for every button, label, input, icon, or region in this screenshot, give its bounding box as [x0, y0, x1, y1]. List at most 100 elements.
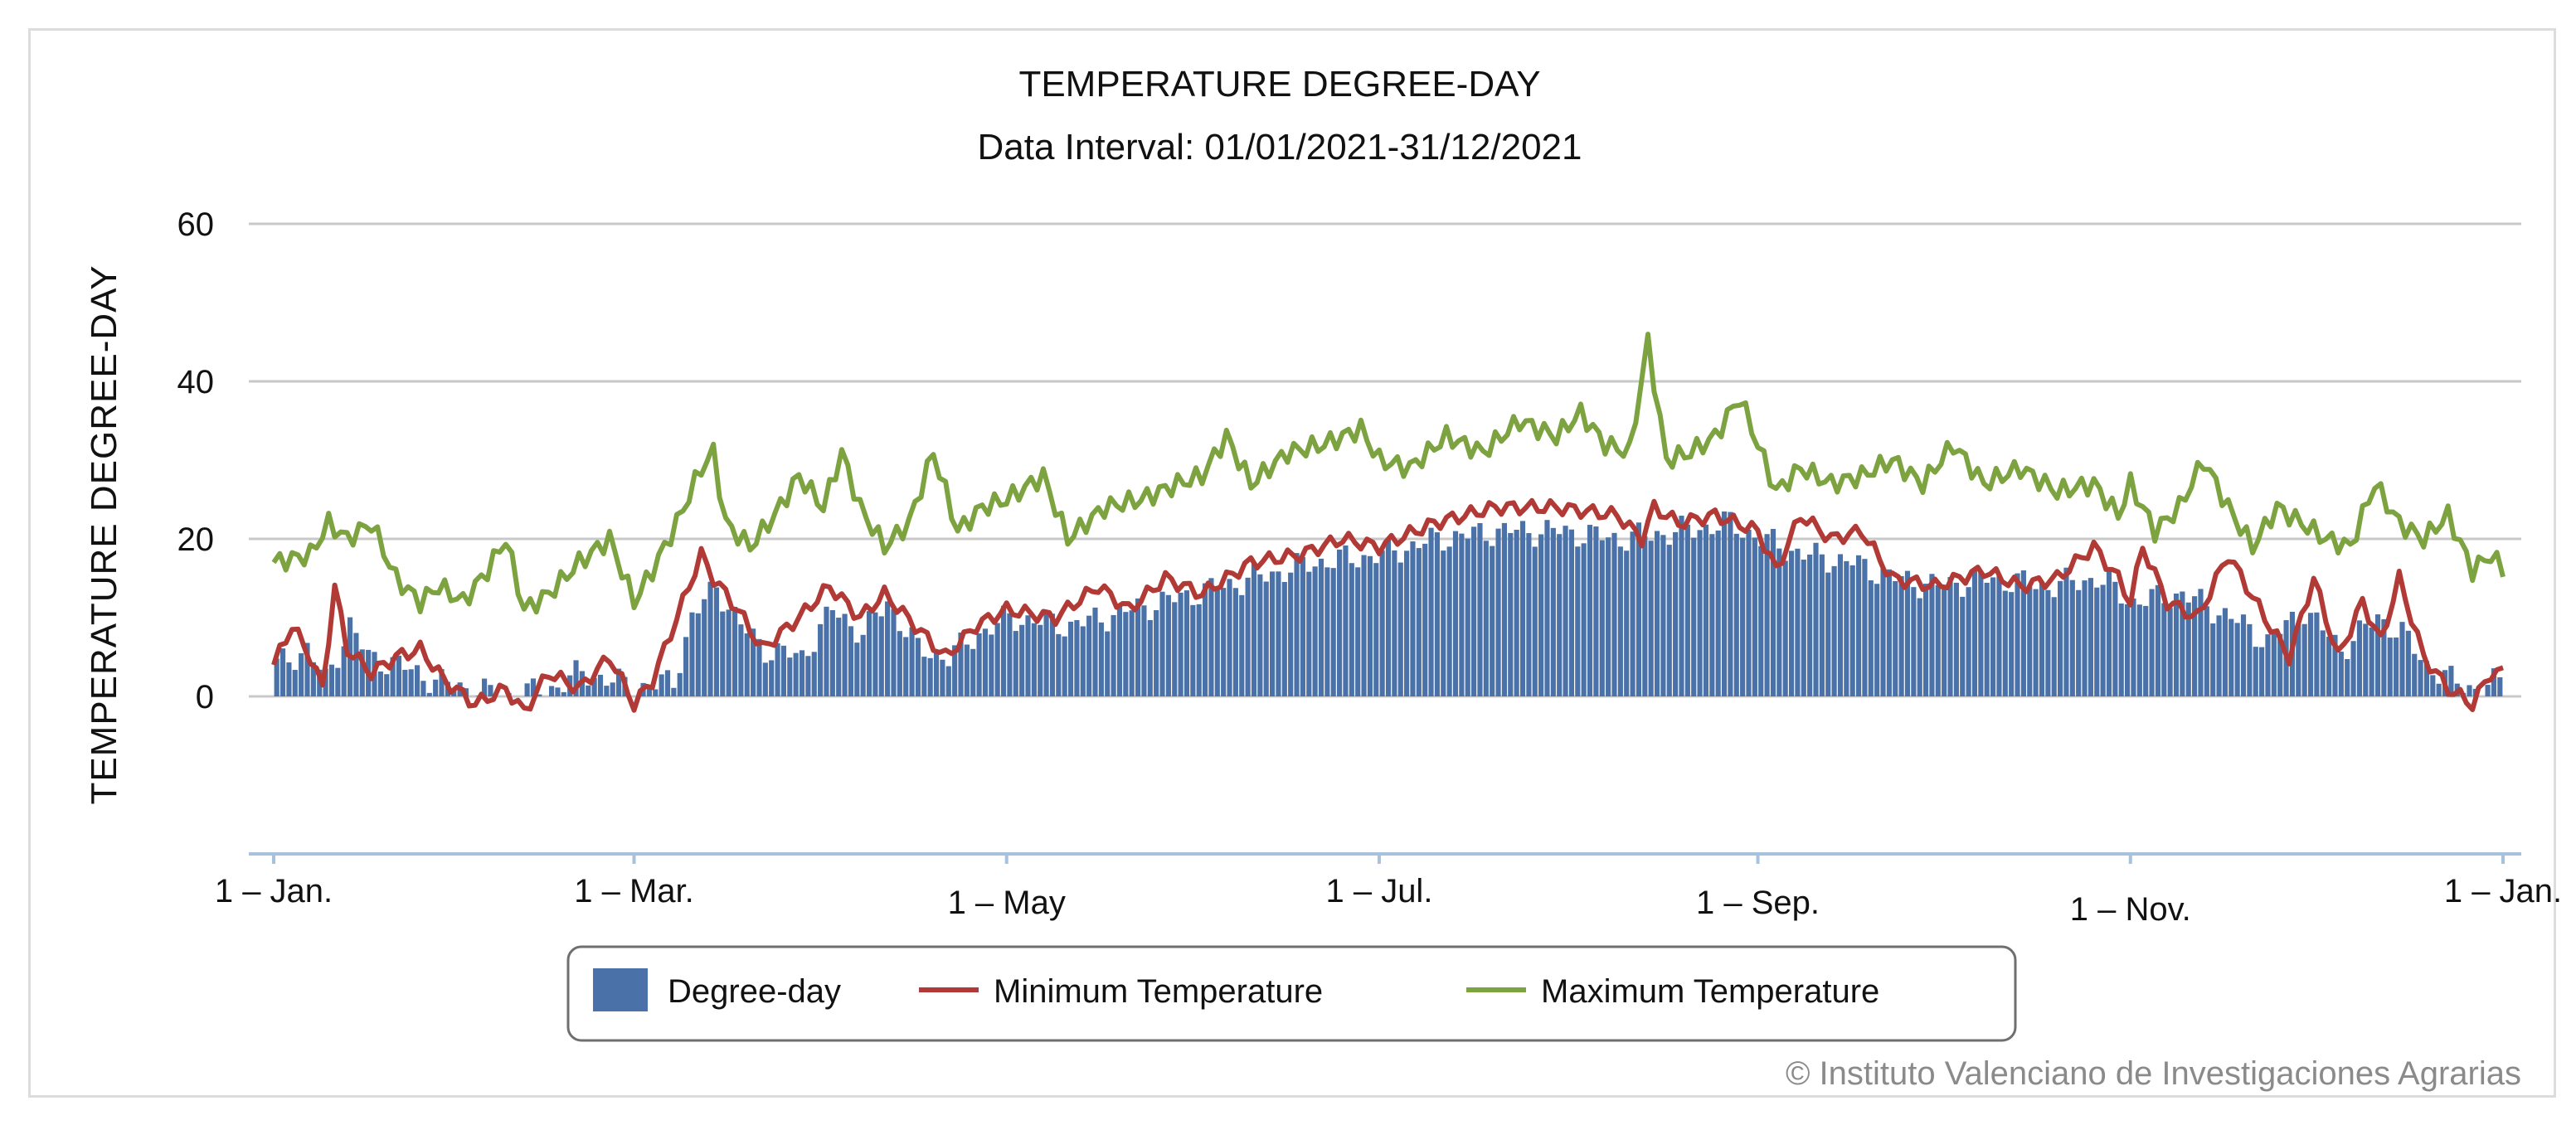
degree-day-bar	[1343, 545, 1349, 696]
degree-day-bar	[1318, 558, 1324, 696]
degree-day-bar	[1679, 516, 1684, 696]
degree-day-bar	[1227, 579, 1232, 696]
degree-day-bar	[677, 672, 683, 696]
degree-day-bar	[310, 662, 316, 696]
degree-day-bar	[573, 660, 579, 696]
degree-day-bar	[970, 648, 976, 696]
degree-day-bar	[286, 662, 292, 696]
degree-day-bar	[659, 674, 664, 696]
degree-day-bar	[646, 686, 652, 696]
degree-day-bar	[1349, 563, 1354, 696]
degree-day-bar	[439, 669, 445, 696]
degree-day-bar	[1330, 568, 1336, 696]
degree-day-bar	[2234, 623, 2240, 696]
degree-day-bar	[1740, 537, 1746, 696]
degree-day-bar	[2387, 638, 2393, 696]
legend: Degree-day Minimum Temperature Maximum T…	[566, 945, 2017, 1042]
degree-day-bar	[989, 634, 994, 696]
degree-day-bar	[2374, 614, 2381, 696]
degree-day-bar	[707, 581, 713, 696]
degree-day-bar	[1019, 624, 1025, 696]
degree-day-bar	[2020, 570, 2026, 696]
degree-day-bar	[1074, 619, 1080, 696]
degree-day-bar	[1490, 546, 1495, 696]
degree-day-bar	[848, 626, 854, 696]
degree-day-bar	[1159, 591, 1165, 696]
degree-day-bar	[2265, 634, 2271, 696]
degree-day-bar	[2180, 591, 2185, 696]
degree-day-bar	[1893, 580, 1898, 696]
degree-day-bar	[1728, 512, 1733, 696]
y-axis-label: TEMPERATURE DEGREE-DAY	[84, 264, 124, 804]
y-tick-label: 20	[177, 521, 215, 558]
degree-day-bar	[2418, 660, 2423, 696]
degree-day-bar	[940, 659, 945, 696]
degree-day-bar	[1575, 546, 1581, 696]
degree-day-bar	[2436, 683, 2442, 696]
degree-day-bar	[2448, 666, 2454, 696]
degree-day-bar	[921, 657, 927, 696]
y-tick-labels: 0 20 40 60	[177, 206, 215, 715]
degree-day-bar	[2088, 578, 2093, 696]
degree-day-bar	[872, 612, 878, 696]
degree-day-bar	[586, 685, 591, 696]
degree-day-bar	[799, 650, 805, 696]
degree-day-bar	[1465, 538, 1470, 696]
degree-day-bar	[1098, 622, 1104, 696]
degree-day-bar	[1880, 569, 1886, 696]
degree-day-bar	[1538, 534, 1544, 696]
degree-day-bar	[1062, 636, 1067, 696]
degree-day-bar	[2094, 587, 2100, 696]
degree-day-bar	[909, 627, 915, 696]
degree-day-bar	[488, 685, 493, 696]
degree-day-bar	[818, 623, 824, 696]
degree-day-bar	[1397, 562, 1403, 696]
x-tick-label: 1 – Jan.	[215, 873, 333, 909]
degree-day-bar	[1410, 541, 1416, 696]
degree-day-bar	[1599, 540, 1605, 696]
degree-day-bar	[1129, 610, 1135, 696]
degree-day-bar	[2412, 653, 2418, 696]
degree-day-bar	[420, 681, 426, 696]
degree-day-bar	[2167, 608, 2173, 696]
degree-day-bar	[1080, 626, 1086, 696]
degree-day-bar	[1837, 554, 1844, 696]
degree-day-bar	[2301, 623, 2307, 696]
x-axis: 1 – Jan. 1 – Mar. 1 – May 1 – Jul. 1 – Sep. 1…	[215, 852, 2562, 928]
degree-day-bar	[561, 691, 566, 696]
degree-day-bar	[1960, 596, 1966, 696]
degree-day-bar	[1721, 512, 1728, 696]
degree-day-bar	[2069, 579, 2075, 696]
degree-day-bar	[1868, 580, 1874, 696]
degree-day-bar	[353, 633, 359, 696]
degree-day-bar	[2399, 622, 2405, 696]
degree-day-bar	[2216, 615, 2222, 696]
degree-day-bar	[1056, 633, 1062, 696]
degree-day-bar	[1996, 575, 2002, 696]
degree-day-bar	[1459, 533, 1465, 696]
degree-day-bar	[2277, 633, 2283, 696]
degree-day-bar	[702, 599, 707, 696]
degree-day-bar	[396, 655, 402, 696]
y-tick-label: 40	[177, 364, 215, 400]
degree-day-bar	[1337, 549, 1343, 696]
degree-day-bar	[1593, 526, 1599, 696]
degree-day-bar	[481, 678, 488, 696]
y-tick-label: 0	[196, 679, 214, 715]
degree-day-bar	[671, 687, 677, 696]
degree-day-bar	[2467, 685, 2472, 696]
degree-day-bar	[964, 644, 970, 696]
degree-day-bar	[555, 687, 561, 696]
degree-day-bar	[2204, 606, 2209, 696]
degree-day-bar	[738, 624, 744, 696]
degree-day-bar	[2058, 580, 2063, 696]
legend-label-max-temp: Maximum Temperature	[1541, 973, 1879, 1010]
degree-day-bar	[2394, 637, 2399, 696]
degree-day-bar	[2082, 580, 2088, 696]
max-temperature-line	[271, 332, 2506, 615]
degree-day-bar	[1673, 531, 1679, 696]
degree-day-bar	[279, 648, 286, 696]
min-temperature-line	[271, 497, 2504, 713]
degree-day-bar	[2112, 581, 2118, 696]
degree-day-bar	[616, 668, 622, 696]
